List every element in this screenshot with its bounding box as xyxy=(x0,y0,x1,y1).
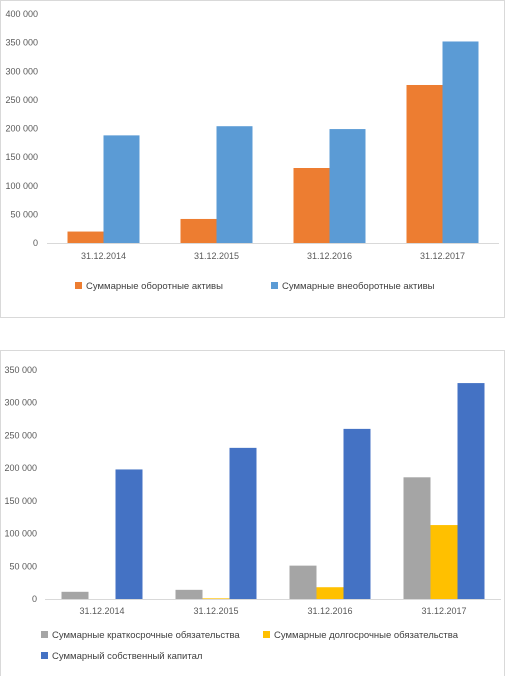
bar xyxy=(406,84,443,244)
bar xyxy=(216,126,253,243)
bar xyxy=(293,168,330,243)
bar xyxy=(103,135,140,243)
x-category-label: 31.12.2015 xyxy=(194,251,239,261)
y-tick-label: 150 000 xyxy=(5,152,38,162)
bar xyxy=(430,525,458,599)
y-tick-label: 50 000 xyxy=(9,561,37,571)
legend-label: Суммарные краткосрочные обязательства xyxy=(52,630,240,641)
x-category-label: 31.12.2017 xyxy=(420,251,465,261)
x-category-label: 31.12.2014 xyxy=(81,251,126,261)
y-tick-label: 100 000 xyxy=(4,529,37,539)
chart-panel-liabilities-equity: 0 50 000 100 000 150 000 200 000 250 000 300 0… xyxy=(0,350,505,676)
y-tick-label: 350 000 xyxy=(5,38,38,48)
x-category-label: 31.12.2014 xyxy=(79,606,124,616)
y-tick-label: 250 000 xyxy=(5,95,38,105)
y-tick-label: 250 000 xyxy=(4,430,37,440)
x-category-label: 31.12.2016 xyxy=(307,251,352,261)
bar xyxy=(61,591,89,599)
bar xyxy=(115,469,143,599)
liabilities-equity-bar-chart: 0 50 000 100 000 150 000 200 000 250 000 300 0… xyxy=(4,365,501,662)
y-tick-label: 0 xyxy=(33,238,38,248)
y-tick-label: 50 000 xyxy=(10,209,38,219)
y-tick-label: 200 000 xyxy=(4,463,37,473)
legend-swatch xyxy=(41,631,48,638)
bar xyxy=(175,589,203,599)
y-tick-label: 0 xyxy=(32,594,37,604)
bar xyxy=(457,383,485,599)
bar xyxy=(229,447,257,599)
y-tick-label: 350 000 xyxy=(4,365,37,375)
x-category-label: 31.12.2016 xyxy=(307,606,352,616)
y-tick-label: 100 000 xyxy=(5,181,38,191)
x-category-label: 31.12.2017 xyxy=(421,606,466,616)
y-tick-label: 300 000 xyxy=(4,398,37,408)
chart-panel-assets: 0 50 000 100 000 150 000 200 000 250 000 300 0… xyxy=(0,0,505,318)
y-tick-label: 200 000 xyxy=(5,124,38,134)
bar xyxy=(403,477,431,599)
legend-label: Суммарные долгосрочные обязательства xyxy=(274,630,459,641)
y-tick-label: 300 000 xyxy=(5,66,38,76)
bar xyxy=(180,218,217,243)
legend-label: Суммарный собственный капитал xyxy=(52,651,202,662)
legend-label: Суммарные внеоборотные активы xyxy=(282,281,435,292)
legend-swatch xyxy=(271,282,278,289)
bar xyxy=(343,428,371,599)
legend-label: Суммарные оборотные активы xyxy=(86,281,223,292)
legend-swatch xyxy=(41,652,48,659)
bar xyxy=(316,587,344,599)
bar xyxy=(442,41,479,244)
bar xyxy=(202,598,230,599)
y-tick-label: 400 000 xyxy=(5,9,38,19)
x-category-label: 31.12.2015 xyxy=(193,606,238,616)
bar xyxy=(67,231,104,243)
assets-bar-chart: 0 50 000 100 000 150 000 200 000 250 000 300 0… xyxy=(5,9,499,292)
bar xyxy=(289,565,317,599)
legend-swatch xyxy=(75,282,82,289)
y-tick-label: 150 000 xyxy=(4,496,37,506)
bar xyxy=(329,129,366,243)
legend-swatch xyxy=(263,631,270,638)
